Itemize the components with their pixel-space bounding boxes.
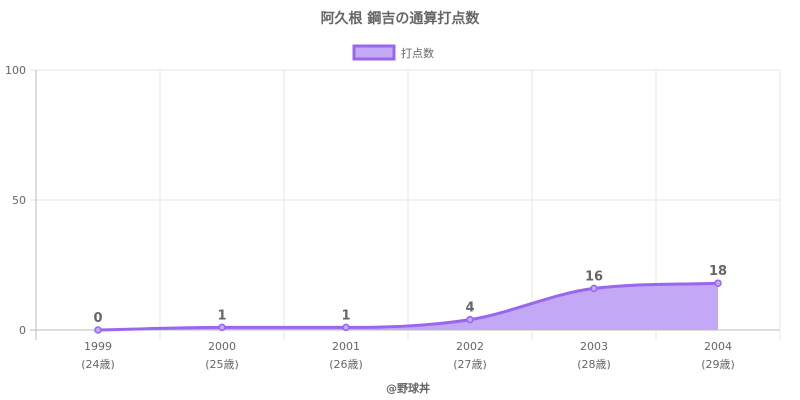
y-tick-label: 50 [12,194,26,207]
x-tick-label: 2000 [208,340,236,353]
y-tick-label: 100 [5,64,26,77]
data-point [590,284,598,293]
data-label: 1 [341,308,350,323]
data-label: 0 [93,311,102,326]
series-line [97,281,719,332]
x-tick-label: 2003 [580,340,608,353]
data-point [94,326,102,334]
chart-title: 阿久根 鋼吉の通算打点数 [321,10,481,27]
x-tick-label: 1999 [84,340,112,353]
x-tick-sublabel: (27歳) [453,358,487,371]
data-point [466,315,474,324]
x-tick-sublabel: (24歳) [81,358,115,371]
x-tick-sublabel: (26歳) [329,358,363,371]
data-label: 4 [465,301,474,316]
legend: 打点数 [352,44,434,61]
legend-label: 打点数 [401,46,434,60]
data-label: 1 [217,308,226,323]
x-tick-sublabel: (29歳) [701,358,735,371]
data-point [218,323,226,332]
x-axis-label: @野球丼 [386,381,430,395]
data-label: 18 [709,264,727,279]
x-axis: 1999 (24歳) 2000 (25歳) 2001 (26歳) 2002 (27歳) 2003… [81,340,735,371]
x-tick-sublabel: (28歳) [577,358,611,371]
y-tick-label: 0 [19,324,26,337]
legend-swatch [352,44,396,61]
x-tick-label: 2004 [704,340,732,353]
x-tick-label: 2002 [456,340,484,353]
x-tick-sublabel: (25歳) [205,358,239,371]
data-point [342,323,350,332]
y-axis: 0 50 100 [5,64,26,337]
data-points [94,279,722,334]
data-label: 16 [585,269,603,284]
x-tick-label: 2001 [332,340,360,353]
data-point [714,279,722,287]
